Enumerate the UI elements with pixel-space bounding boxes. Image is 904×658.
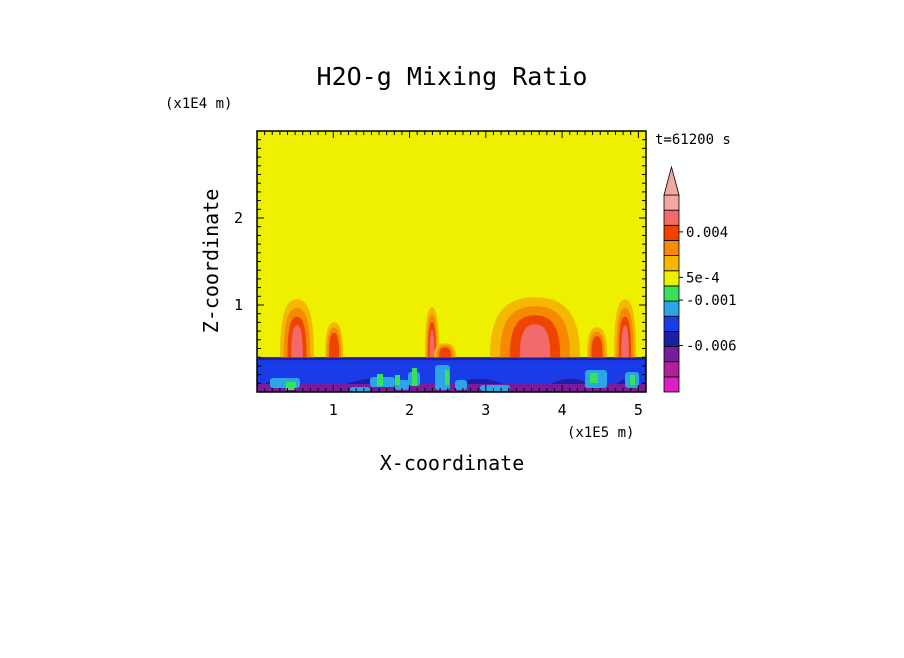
field-green-patch-6 — [286, 382, 296, 390]
colorbar-segment-6 — [663, 285, 680, 302]
plot-area — [256, 130, 647, 393]
colorbar-label: -0.006 — [686, 339, 737, 355]
colorbar-segment-4 — [663, 315, 680, 332]
field-green-patch-0 — [377, 374, 383, 386]
x-scale-label: (x1E5 m) — [567, 425, 634, 441]
colorbar-arrow — [663, 165, 680, 196]
x-axis-ticks: 1 2 3 4 5 — [329, 401, 643, 419]
plume-5 — [490, 297, 580, 358]
colorbar-segment-0 — [663, 376, 680, 393]
colorbar-label: 5e-4 — [686, 270, 720, 286]
plume-2-level-2 — [328, 332, 340, 358]
field-cyan-patch-6 — [480, 385, 510, 391]
colorbar-segment-8 — [663, 255, 680, 272]
colorbar-segment-10 — [663, 224, 680, 241]
colorbar-segment-12 — [663, 194, 680, 211]
y-scale-label: (x1E4 m) — [165, 96, 232, 112]
plume-4 — [434, 343, 456, 358]
x-tick-label: 5 — [634, 401, 643, 419]
plume-1 — [280, 299, 314, 358]
field-cyan-patch-5 — [455, 380, 467, 390]
colorbar-segment-7 — [663, 270, 680, 287]
plume-1-level-3 — [291, 325, 303, 358]
plume-3 — [425, 307, 439, 358]
field-green-patch-3 — [445, 370, 449, 385]
colorbar-segment-2 — [663, 346, 680, 363]
y-axis-label: Z-coordinate — [199, 189, 223, 334]
plume-7-level-3 — [621, 325, 629, 358]
y-tick-label: 1 — [234, 296, 243, 314]
field-layer-top — [257, 357, 646, 361]
plume-6-level-2 — [591, 336, 603, 358]
plume-2 — [325, 322, 343, 358]
colorbar-label: -0.001 — [686, 293, 737, 309]
plume-7 — [614, 299, 636, 358]
colorbar-segment-11 — [663, 209, 680, 226]
x-tick-label: 1 — [329, 401, 338, 419]
field-green-patch-1 — [395, 375, 400, 385]
colorbar-segment-3 — [663, 330, 680, 347]
plume-4-level-2 — [438, 347, 452, 358]
x-tick-label: 2 — [405, 401, 414, 419]
y-axis-ticks: 12 — [234, 209, 243, 314]
field-surface-band — [257, 384, 646, 392]
time-label: t=61200 s — [655, 132, 731, 148]
x-tick-label: 4 — [558, 401, 567, 419]
field-cyan-patch-9 — [350, 387, 370, 392]
plume-6 — [587, 327, 607, 358]
colorbar-label: 0.004 — [686, 225, 728, 241]
colorbar-segment-5 — [663, 300, 680, 317]
field-green-patch-2 — [412, 368, 417, 386]
plume-5-level-3 — [519, 324, 551, 358]
colorbar-segment-1 — [663, 361, 680, 378]
x-tick-label: 3 — [481, 401, 490, 419]
y-tick-label: 2 — [234, 209, 243, 227]
field-green-patch-5 — [630, 375, 635, 385]
colorbar: 0.004 5e-4 -0.001 -0.006 — [663, 165, 737, 393]
x-axis-label: X-coordinate — [380, 451, 525, 475]
plume-3-level-3 — [429, 329, 435, 358]
field-green-patch-4 — [590, 373, 598, 383]
chart-title: H2O-g Mixing Ratio — [317, 62, 588, 91]
colorbar-segment-9 — [663, 240, 680, 257]
